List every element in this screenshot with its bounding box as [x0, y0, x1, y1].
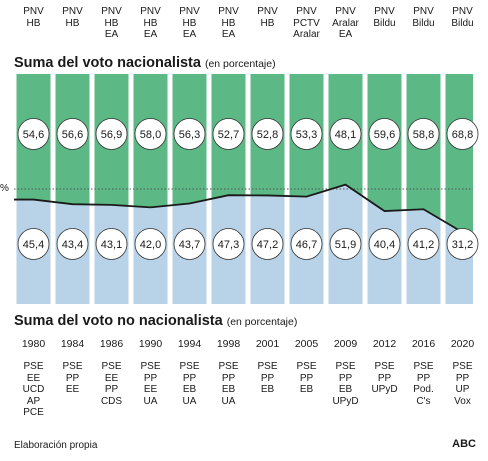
nationalist-party-list: PNV HB [257, 6, 278, 29]
non-nationalist-value-label-bubble [17, 228, 50, 260]
nationalist-value-label: 56,3 [179, 129, 200, 141]
non-nationalist-value-label: 47,3 [218, 239, 239, 251]
non-nationalist-value-label-bubble [407, 228, 440, 260]
nationalist-value-label: 58,0 [140, 129, 161, 141]
non-nationalist-value-label-bubble [329, 228, 362, 260]
nationalist-value-label: 59,6 [374, 129, 395, 141]
bottom-title: Suma del voto no nacionalista (en porcen… [14, 313, 297, 329]
nationalist-value-label-bubble [17, 118, 50, 150]
nationalist-party-list: PNV HB [62, 6, 83, 29]
non-nationalist-value-label: 45,4 [23, 239, 44, 251]
nationalist-party-list: PNV HB EA [218, 6, 239, 40]
source-note: Elaboración propia [14, 440, 98, 451]
year-label: 2020 [450, 338, 475, 350]
non-nationalist-value-label: 31,2 [452, 239, 473, 251]
nationalist-party-list: PNV PCTV Aralar [293, 6, 320, 40]
nationalist-value-label-bubble [329, 118, 362, 150]
nationalist-party-list: PNV HB EA [140, 6, 161, 40]
non-nationalist-value-label: 43,4 [62, 239, 83, 251]
nationalist-party-list: PNV HB [23, 6, 44, 29]
bottom-title-text: Suma del voto no nacionalista [14, 313, 223, 329]
nationalist-party-list: PNV HB EA [179, 6, 200, 40]
year-label: 2016 [411, 338, 436, 350]
nationalist-value-label: 52,8 [257, 129, 278, 141]
nationalist-value-label: 52,7 [218, 129, 239, 141]
nationalist-value-label: 56,9 [101, 129, 122, 141]
nationalist-party-list: PNV Bildu [451, 6, 474, 29]
top-title-text: Suma del voto nacionalista [14, 55, 201, 71]
nationalist-party-list: PNV Bildu [373, 6, 396, 29]
non-nationalist-value-label: 51,9 [335, 239, 356, 251]
nationalist-value-label: 58,8 [413, 129, 434, 141]
nationalist-value-label: 54,6 [23, 129, 44, 141]
non-nationalist-value-label-bubble [251, 228, 284, 260]
vote-share-chart: 54,6 45,4 56,6 43,4 56,9 43,1 58,0 42,0 56,3 43,7… [11, 74, 485, 304]
nationalist-value-label-bubble [134, 118, 167, 150]
non-nationalist-value-label: 41,2 [413, 239, 434, 251]
nationalist-value-label: 53,3 [296, 129, 317, 141]
nationalist-value-label: 56,6 [62, 129, 83, 141]
nationalist-value-label-bubble [368, 118, 401, 150]
nationalist-value-label-bubble [173, 118, 206, 150]
non-nationalist-party-list: PSE PP EB UPyD [332, 361, 359, 407]
non-nationalist-value-label-bubble [212, 228, 245, 260]
non-nationalist-party-list: PSE EE UCD AP PCE [22, 361, 45, 418]
nationalist-value-label-bubble [56, 118, 89, 150]
non-nationalist-value-label-bubble [95, 228, 128, 260]
nationalist-value-label-bubble [446, 118, 479, 150]
year-label: 1998 [216, 338, 241, 350]
brand-logo: ABC [452, 438, 476, 450]
bottom-title-subtitle: (en porcentaje) [226, 316, 298, 328]
non-nationalist-party-list: PSE PP EB UA [179, 361, 200, 407]
non-nationalist-party-list: PSE PP EE UA [140, 361, 161, 407]
nationalist-value-label-bubble [290, 118, 323, 150]
non-nationalist-party-list: PSE PP EB [257, 361, 278, 395]
non-nationalist-value-label: 42,0 [140, 239, 161, 251]
non-nationalist-value-label-bubble [56, 228, 89, 260]
year-label: 2009 [333, 338, 358, 350]
year-label: 2012 [372, 338, 397, 350]
nationalist-value-label: 48,1 [335, 129, 356, 141]
year-label: 1986 [99, 338, 124, 350]
non-nationalist-party-list: PSE PP UP Vox [452, 361, 473, 407]
non-nationalist-party-list: PSE PP EB UA [218, 361, 239, 407]
year-label: 2001 [255, 338, 280, 350]
non-nationalist-party-list: PSE PP Pod. C's [413, 361, 434, 407]
non-nationalist-value-label: 46,7 [296, 239, 317, 251]
non-nationalist-value-label: 40,4 [374, 239, 395, 251]
top-title-subtitle: (en porcentaje) [204, 58, 276, 70]
nationalist-value-label-bubble [251, 118, 284, 150]
non-nationalist-party-list: PSE EE PP CDS [100, 361, 123, 407]
axis-percent-symbol: % [0, 183, 9, 194]
year-label: 1994 [177, 338, 202, 350]
non-nationalist-value-label-bubble [134, 228, 167, 260]
non-nationalist-value-label: 43,7 [179, 239, 200, 251]
nationalist-party-list: PNV Bildu [412, 6, 435, 29]
year-label: 2005 [294, 338, 319, 350]
nationalist-value-label-bubble [95, 118, 128, 150]
non-nationalist-party-list: PSE PP UPyD [371, 361, 398, 395]
nationalist-party-list: PNV HB EA [101, 6, 122, 40]
nationalist-party-list: PNV Aralar EA [332, 6, 359, 40]
non-nationalist-value-label-bubble [446, 228, 479, 260]
nationalist-trend-line [14, 183, 463, 234]
non-nationalist-value-label-bubble [173, 228, 206, 260]
year-label: 1980 [21, 338, 46, 350]
year-label: 1984 [60, 338, 85, 350]
top-title: Suma del voto nacionalista (en porcentaj… [14, 55, 276, 71]
non-nationalist-value-label-bubble [290, 228, 323, 260]
nationalist-value-label-bubble [212, 118, 245, 150]
nationalist-value-label-bubble [407, 118, 440, 150]
non-nationalist-value-label: 43,1 [101, 239, 122, 251]
year-label: 1990 [138, 338, 163, 350]
nationalist-value-label: 68,8 [452, 129, 473, 141]
non-nationalist-value-label: 47,2 [257, 239, 278, 251]
non-nationalist-party-list: PSE PP EB [296, 361, 317, 395]
non-nationalist-party-list: PSE PP EE [62, 361, 83, 395]
non-nationalist-value-label-bubble [368, 228, 401, 260]
